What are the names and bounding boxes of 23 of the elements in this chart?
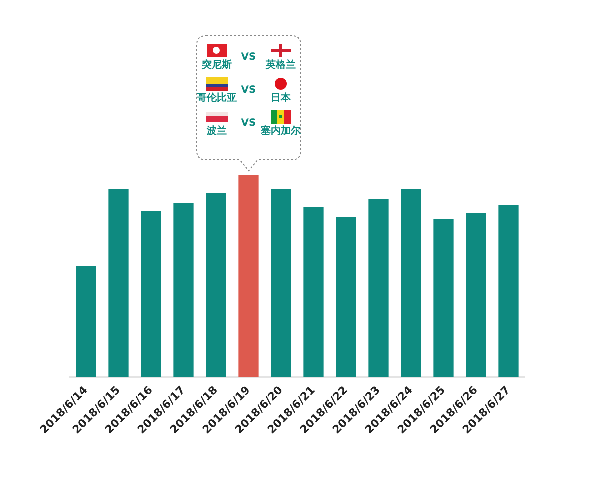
bar bbox=[174, 203, 194, 378]
bar bbox=[368, 199, 389, 378]
text: 突尼斯 bbox=[202, 58, 232, 72]
bar bbox=[206, 193, 226, 378]
text: VS bbox=[241, 118, 256, 129]
bar bbox=[498, 205, 519, 378]
text: 波兰 bbox=[206, 124, 227, 138]
text: 塞内加尔 bbox=[260, 124, 301, 138]
bar bbox=[271, 189, 292, 378]
bar bbox=[108, 189, 129, 378]
text: 英格兰 bbox=[266, 58, 296, 72]
text: VS bbox=[241, 85, 256, 96]
bar bbox=[434, 219, 454, 378]
bar bbox=[304, 207, 324, 378]
bar bbox=[336, 217, 356, 378]
text: 哥伦比亚 bbox=[196, 92, 237, 105]
bar bbox=[401, 189, 422, 378]
bar bbox=[141, 211, 162, 378]
text: 日本 bbox=[270, 92, 291, 105]
text: VS bbox=[241, 52, 256, 63]
bar bbox=[466, 213, 486, 378]
bar bbox=[238, 175, 259, 378]
bar bbox=[76, 266, 96, 378]
